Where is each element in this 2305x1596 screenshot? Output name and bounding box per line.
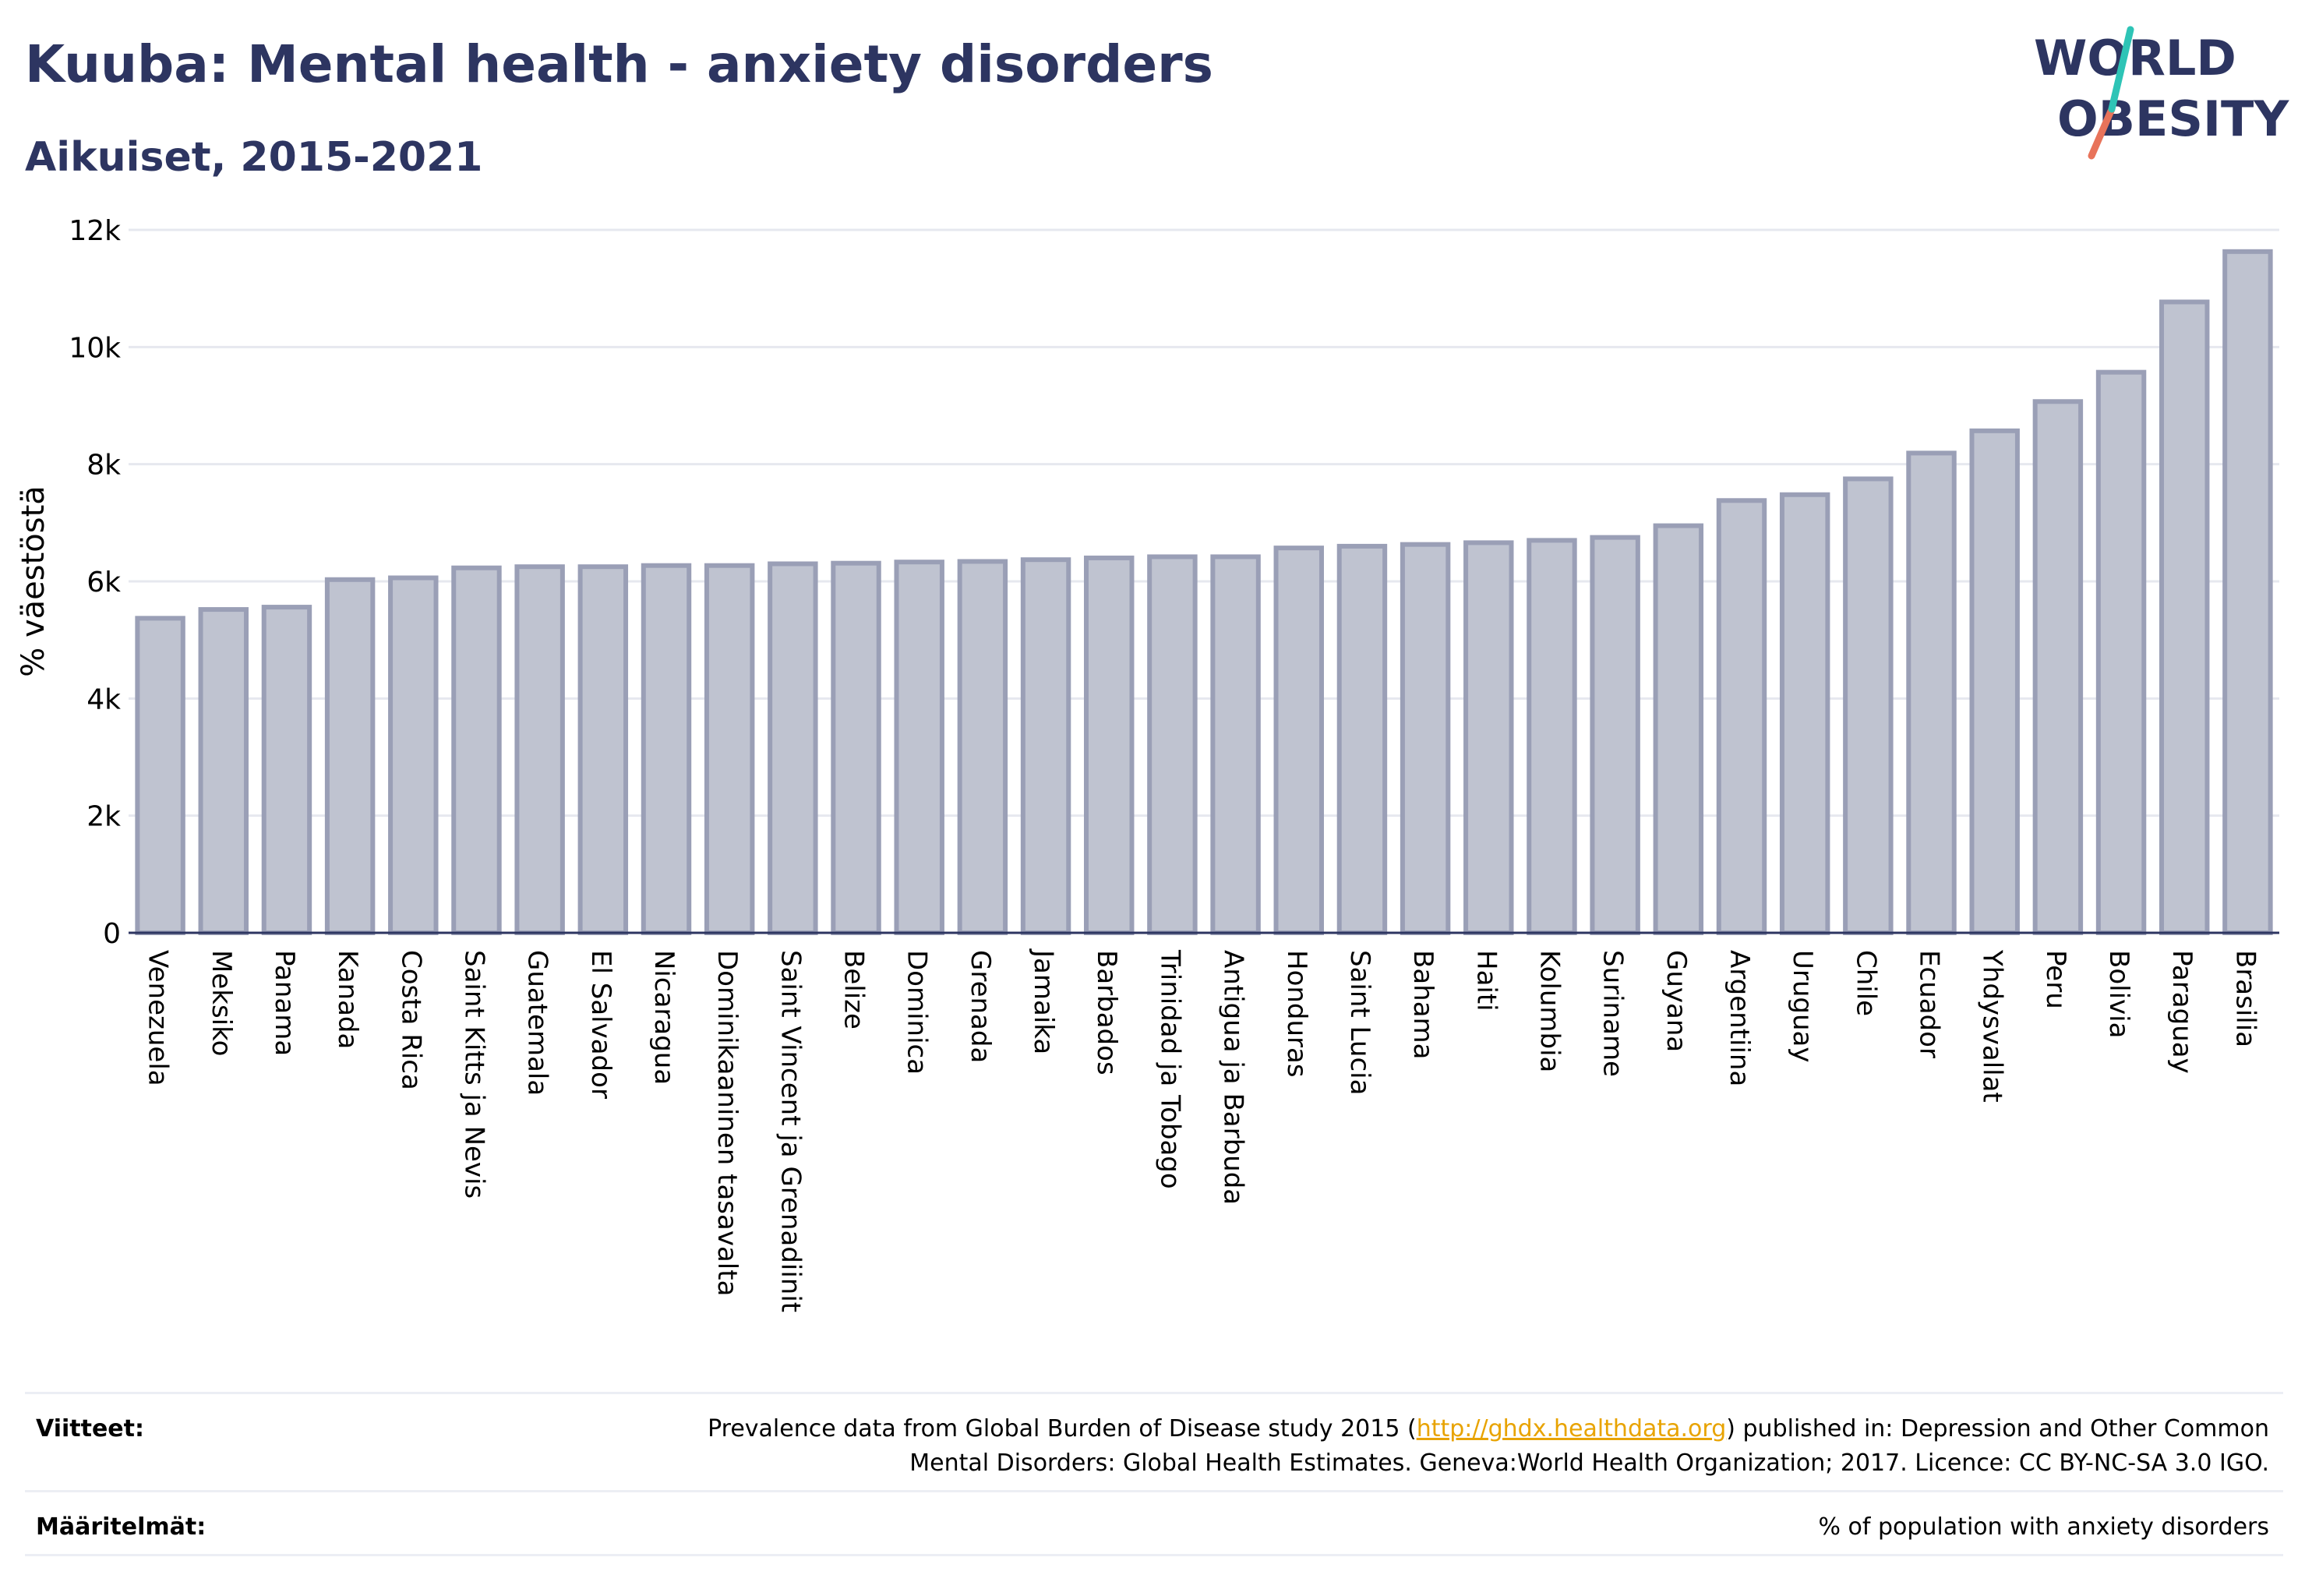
bar [261, 605, 312, 935]
x-tick-label: Jamaika [1028, 948, 1059, 1054]
x-tick-label: Kolumbia [1534, 950, 1565, 1072]
x-tick-label: Argentiina [1724, 950, 1755, 1086]
footer-divider-top [25, 1392, 2283, 1394]
bar [1273, 546, 1324, 936]
sources-label: Viitteet: [36, 1415, 144, 1442]
bar [135, 616, 185, 935]
sources-text-part1: Prevalence data from Global Burden of Di… [708, 1415, 1417, 1442]
bar [1020, 557, 1071, 936]
x-tick-label: Guatemala [522, 950, 553, 1096]
bar [1906, 450, 1957, 935]
y-tick-label: 8k [86, 450, 121, 482]
sources-text-part2: ) published in: Depression and Other Com… [1726, 1415, 2269, 1442]
bar [1147, 554, 1198, 935]
bar [831, 560, 881, 935]
y-axis-label: % väestöstä [16, 486, 51, 677]
bar [1590, 535, 1640, 935]
bar [1653, 523, 1704, 935]
x-tick-label: Saint Kitts ja Nevis [458, 950, 489, 1199]
definitions-label: Määritelmät: [36, 1513, 206, 1541]
x-tick-label: Guyana [1661, 950, 1692, 1052]
x-tick-label: Antigua ja Barbuda [1218, 950, 1249, 1205]
bar [198, 607, 249, 936]
bar [2095, 369, 2147, 935]
x-tick-label: Paraguay [2166, 950, 2197, 1074]
y-tick-label: 0 [103, 918, 121, 950]
bar [514, 564, 565, 935]
world-obesity-logo: WORLD OBESITY [2034, 26, 2289, 160]
x-tick-label: Dominica [902, 950, 933, 1075]
y-tick-label: 2k [86, 801, 121, 833]
bar [768, 561, 818, 935]
bar [2032, 399, 2084, 935]
svg-text:WORLD: WORLD [2034, 30, 2236, 87]
sources-text-part3: Mental Disorders: Global Health Estimate… [909, 1449, 2269, 1477]
sources-link[interactable]: http://ghdx.healthdata.org [1416, 1415, 1727, 1442]
footer-divider-bottom [25, 1554, 2283, 1556]
x-tick-label: Uruguay [1787, 950, 1818, 1063]
bar [641, 563, 692, 936]
x-tick-label: Ecuador [1914, 950, 1945, 1058]
page-title: Kuuba: Mental health - anxiety disorders [25, 34, 1213, 94]
x-tick-label: Saint Lucia [1344, 950, 1375, 1095]
x-tick-label: Kanada [332, 950, 363, 1049]
x-tick-label: Suriname [1597, 950, 1629, 1077]
bar [1716, 498, 1767, 935]
bar [1210, 554, 1261, 935]
bar [2222, 249, 2273, 936]
y-tick-label: 10k [69, 332, 121, 364]
bar [894, 560, 944, 935]
x-tick-label: Grenada [965, 950, 996, 1063]
x-tick-label: Bahama [1407, 950, 1438, 1060]
x-tick-label: Panama [269, 950, 300, 1056]
bar [1969, 428, 2020, 935]
x-tick-label: Venezuela [143, 950, 174, 1086]
bars [135, 249, 2273, 936]
bar [1843, 476, 1894, 935]
sources-text: Prevalence data from Global Burden of Di… [708, 1412, 2269, 1481]
y-tick-label: 6k [86, 567, 121, 598]
x-tick-label: Honduras [1281, 950, 1312, 1078]
bar [1336, 543, 1388, 936]
bar [2159, 299, 2210, 935]
y-tick-label: 12k [69, 215, 121, 247]
bar [451, 565, 502, 935]
bar [1779, 492, 1830, 935]
x-tick-label: Haiti [1470, 950, 1502, 1012]
x-tick-label: Belize [838, 950, 870, 1029]
bar [1527, 538, 1577, 936]
x-tick-label: Costa Rica [395, 950, 426, 1090]
x-tick-label: El Salvador [585, 950, 616, 1099]
x-tick-label: Yhdysvallat [1977, 949, 2008, 1103]
definitions-text: % of population with anxiety disorders [1818, 1513, 2269, 1541]
page-subtitle: Aikuiset, 2015-2021 [25, 134, 483, 181]
x-tick-label: Dominikaaninen tasavalta [711, 950, 743, 1296]
x-tick-label: Peru [2040, 950, 2071, 1009]
x-tick-label: Bolivia [2103, 950, 2134, 1038]
bar [1084, 555, 1135, 936]
bar [388, 575, 439, 935]
x-tick-label: Saint Vincent ja Grenadiinit [775, 950, 806, 1312]
footer-divider-middle [25, 1490, 2283, 1492]
grid-lines [129, 228, 2279, 817]
x-tick-label: Brasilia [2229, 950, 2261, 1047]
y-axis-ticks: 0 2k 4k 6k 8k 10k 12k [69, 215, 121, 950]
bar-chart: 0 2k 4k 6k 8k 10k 12k Venezuela Meksiko Panama Ka… [16, 215, 2279, 1312]
x-tick-label: Meksiko [206, 950, 237, 1056]
x-tick-label: Trinidad ja Tobago [1154, 949, 1185, 1189]
x-tick-label: Barbados [1091, 950, 1122, 1075]
x-tick-label: Chile [1850, 950, 1881, 1016]
bar [324, 577, 376, 935]
bar [1400, 542, 1451, 936]
bar [577, 564, 629, 935]
bar [1463, 540, 1514, 935]
bar [957, 559, 1008, 936]
x-axis-ticks: Venezuela Meksiko Panama Kanada Costa Rica Sa… [143, 948, 2261, 1312]
x-tick-label: Nicaragua [648, 950, 679, 1085]
y-tick-label: 4k [86, 683, 121, 715]
bar [704, 563, 755, 936]
